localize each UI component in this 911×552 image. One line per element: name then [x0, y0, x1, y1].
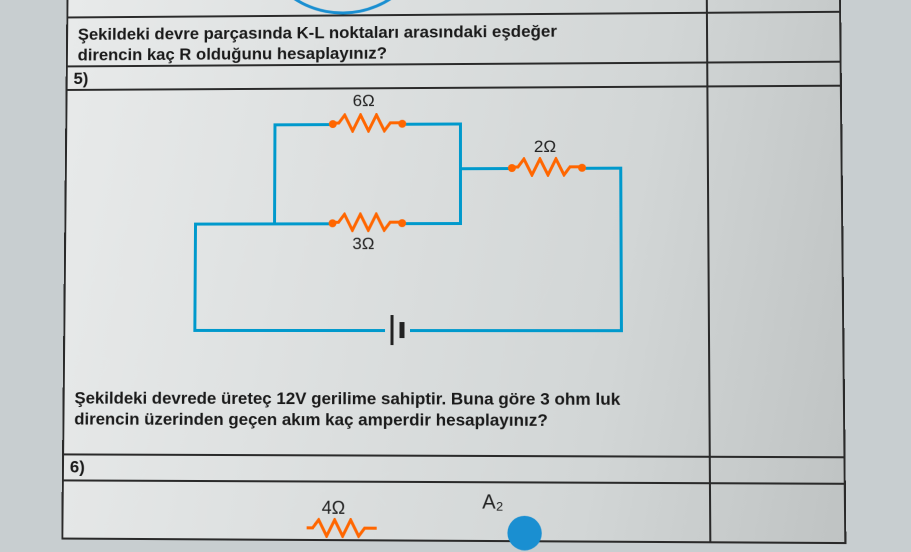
- table-rule-5: [64, 479, 844, 484]
- q6-ammeter-label: A₂: [482, 491, 503, 514]
- wire: [273, 222, 332, 225]
- q5-circuit-diagram: 6Ω 3Ω 2Ω: [144, 102, 644, 373]
- wire: [459, 167, 512, 170]
- q6-resistor-4ohm-label: 4Ω: [322, 498, 346, 519]
- table-rule-4: [64, 453, 843, 458]
- resistor-2ohm-label: 2Ω: [534, 137, 556, 157]
- resistor-2ohm: [512, 157, 582, 177]
- table-vrule: [706, 0, 712, 541]
- q6-ammeter-fragment: [507, 516, 541, 551]
- wire: [273, 123, 332, 126]
- node-dot: [398, 120, 406, 128]
- wire: [410, 329, 623, 332]
- wire: [582, 167, 622, 170]
- wire: [459, 123, 462, 170]
- prev-question-diagram-fragment: [254, 0, 432, 15]
- wire: [402, 222, 462, 225]
- wire: [619, 167, 623, 333]
- node-dot: [508, 164, 516, 172]
- node-dot: [329, 120, 337, 128]
- resistor-3ohm: [332, 212, 402, 232]
- worksheet-page: Şekildeki devre parçasında K-L noktaları…: [61, 0, 846, 544]
- node-dot: [329, 219, 337, 227]
- q5-text: Şekildeki devrede üreteç 12V gerilime sa…: [66, 384, 676, 436]
- wire: [193, 329, 385, 332]
- wire: [194, 222, 276, 225]
- resistor-6ohm: [333, 113, 402, 133]
- q5-number: 5): [73, 69, 88, 89]
- battery-symbol: [382, 312, 412, 353]
- wire: [273, 123, 276, 225]
- node-dot: [398, 219, 406, 227]
- wire: [193, 223, 197, 332]
- table-rule-3: [68, 85, 840, 91]
- resistor-6ohm-label: 6Ω: [353, 91, 375, 111]
- wire: [459, 167, 462, 225]
- q6-resistor-fragment: [307, 518, 377, 539]
- resistor-3ohm-label: 3Ω: [352, 234, 374, 254]
- q6-number: 6): [70, 457, 85, 477]
- wire: [402, 123, 462, 126]
- node-dot: [578, 164, 586, 172]
